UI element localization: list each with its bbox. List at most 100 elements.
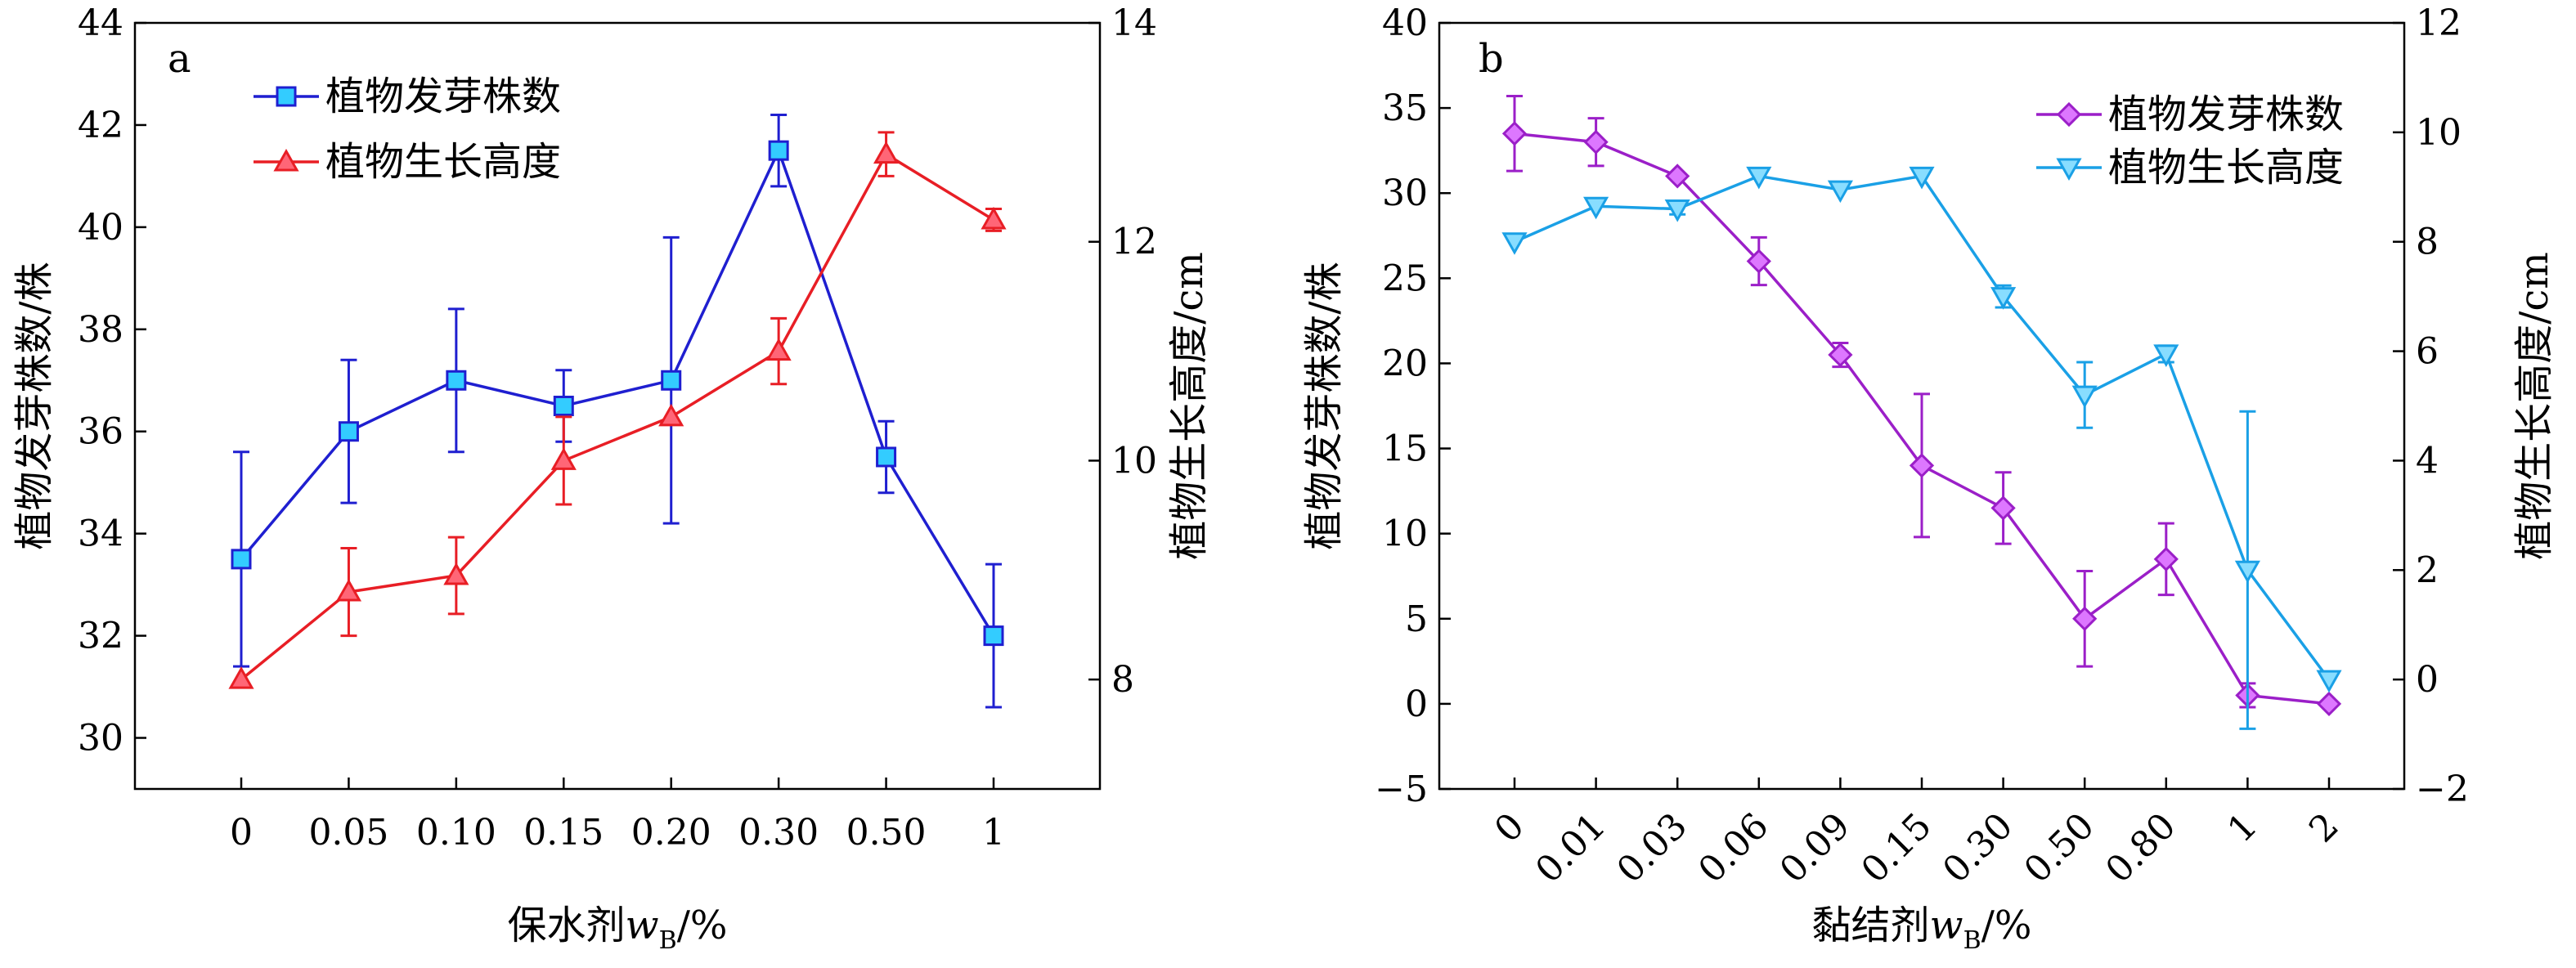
x-tick-label: 1	[2219, 805, 2265, 851]
x-axis-title-subscript: B	[1963, 926, 1981, 955]
data-point	[1746, 166, 1772, 190]
x-tick-label: 0.01	[1528, 805, 1613, 891]
x-tick-label: 0.30	[738, 812, 819, 854]
x-axis-title-variable: w	[1930, 903, 1963, 948]
data-point	[1827, 180, 1853, 204]
legend-marker	[2056, 158, 2082, 182]
data-point	[2316, 670, 2342, 693]
legend-entry: 植物发芽株数	[2036, 92, 2344, 137]
series-line	[240, 146, 995, 637]
data-point	[446, 370, 467, 391]
y-left-axis-title: 植物发芽株数/株	[11, 262, 57, 549]
x-tick-label: 0.30	[1935, 805, 2021, 891]
x-tick-label: 0.06	[1690, 805, 1776, 891]
y-right-tick-label: 8	[1111, 659, 1134, 701]
data-point	[1990, 495, 2016, 521]
y-left-axis-title: 植物发芽株数/株	[1301, 262, 1347, 549]
x-tick-label: 0.10	[416, 812, 496, 854]
x-axis-title: 保水剂wB/%	[508, 903, 728, 955]
data-point	[765, 338, 792, 361]
y-left-tick-label: 40	[78, 207, 123, 249]
y-left-tick-label: 30	[78, 718, 123, 760]
data-point	[2153, 344, 2179, 367]
y-left-tick-label: 20	[1382, 343, 1428, 384]
data-point	[335, 579, 361, 602]
x-tick-label: 2	[2301, 805, 2347, 851]
data-point	[1828, 342, 1853, 368]
data-point	[1990, 287, 2017, 310]
x-tick-label: 0.05	[308, 812, 388, 854]
y-right-tick-label: 14	[1111, 2, 1157, 44]
data-point	[768, 140, 789, 161]
data-point	[1746, 249, 1771, 274]
data-point	[550, 447, 577, 470]
y-left-tick-label: 42	[78, 105, 123, 146]
data-point	[1583, 129, 1609, 155]
data-point	[983, 625, 1004, 647]
data-point	[2153, 546, 2179, 572]
x-tick-label: 0.50	[2017, 805, 2103, 891]
data-point	[231, 549, 252, 570]
x-tick-label: 0.03	[1609, 805, 1695, 891]
series-line	[240, 152, 994, 681]
legend-label: 植物生长高度	[325, 139, 561, 185]
x-tick-label: 0.20	[631, 812, 711, 854]
data-point	[443, 562, 469, 585]
series-1	[228, 131, 1007, 689]
data-point	[658, 403, 684, 427]
y-left-tick-label: 40	[1382, 2, 1428, 44]
legend-label: 植物发芽株数	[325, 74, 561, 119]
legend-marker	[2056, 101, 2082, 128]
y-left-tick-label: 36	[78, 411, 123, 453]
data-point	[1665, 164, 1690, 189]
x-axis-title-variable: w	[626, 903, 659, 948]
legend-entry: 植物生长高度	[254, 139, 561, 185]
y-right-tick-label: 12	[1111, 222, 1157, 263]
y-left-tick-label: 44	[78, 2, 123, 44]
data-point	[1664, 199, 1690, 222]
y-right-tick-label: 4	[2416, 440, 2439, 482]
y-left-tick-label: 10	[1382, 513, 1428, 555]
y-right-tick-label: −2	[2416, 769, 2469, 810]
y-left-tick-label: 25	[1382, 258, 1428, 299]
y-left-tick-label: 32	[78, 616, 123, 657]
series-0	[231, 113, 1004, 709]
data-point	[2316, 691, 2342, 717]
data-point	[661, 370, 682, 391]
data-point	[1501, 232, 1528, 255]
legend-marker	[273, 148, 299, 172]
legend-label: 植物生长高度	[2108, 145, 2344, 190]
data-point	[876, 446, 897, 468]
data-point	[553, 396, 574, 416]
panel-label: a	[168, 36, 191, 82]
y-right-tick-label: 10	[2416, 112, 2462, 154]
data-point	[2071, 385, 2098, 409]
y-right-tick-label: 6	[2416, 331, 2439, 373]
data-point	[1909, 166, 1935, 190]
series-1	[1501, 166, 2342, 730]
data-point	[338, 421, 359, 442]
y-right-axis-title: 植物生长高度/cm	[1166, 252, 1212, 560]
x-axis-title-subscript: B	[659, 926, 677, 955]
legend-entry: 植物生长高度	[2036, 145, 2344, 190]
y-right-tick-label: 2	[2416, 549, 2439, 591]
x-tick-label: 0	[1487, 805, 1533, 851]
data-point	[2072, 606, 2098, 631]
x-tick-label: 0.50	[846, 812, 927, 854]
x-tick-label: 0.09	[1772, 805, 1858, 891]
data-point	[1501, 121, 1528, 146]
x-tick-label: 1	[982, 812, 1005, 854]
x-axis-title-suffix: /%	[677, 903, 728, 948]
x-tick-label: 0.15	[1853, 805, 1939, 891]
panel-label: b	[1479, 36, 1504, 82]
plot-frame	[133, 21, 1102, 791]
legend-label: 植物发芽株数	[2108, 92, 2344, 137]
y-left-tick-label: 5	[1405, 598, 1428, 640]
y-left-tick-label: 0	[1405, 683, 1428, 725]
y-right-tick-label: 0	[2416, 659, 2439, 701]
x-tick-label: 0	[230, 812, 253, 854]
x-axis-title-prefix: 黏结剂	[1812, 903, 1930, 948]
y-left-tick-label: −5	[1375, 769, 1428, 810]
